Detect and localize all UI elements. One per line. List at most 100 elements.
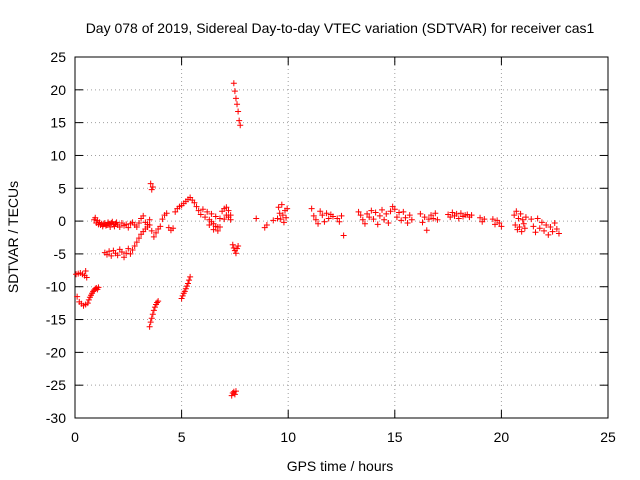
data-point <box>195 207 202 214</box>
data-point <box>193 203 200 210</box>
y-tick-label: 25 <box>50 49 66 65</box>
y-tick-label: 20 <box>50 82 66 98</box>
data-point <box>235 108 242 115</box>
data-point <box>199 206 206 213</box>
data-point <box>425 216 432 223</box>
data-point <box>127 250 134 257</box>
plot-frame <box>74 56 609 419</box>
data-point <box>336 218 343 225</box>
data-point <box>83 274 90 281</box>
data-point <box>114 252 121 259</box>
data-point <box>113 219 120 226</box>
data-point <box>404 220 411 227</box>
data-point <box>210 226 217 233</box>
data-point <box>530 223 537 230</box>
chart-title: Day 078 of 2019, Sidereal Day-to-day VTE… <box>86 20 595 36</box>
data-point <box>453 210 460 217</box>
data-point <box>151 304 158 311</box>
data-point <box>402 214 409 221</box>
data-point <box>340 232 347 239</box>
data-point <box>432 210 439 217</box>
data-point <box>197 211 204 218</box>
data-point <box>230 245 237 252</box>
data-point <box>317 208 324 215</box>
data-point <box>551 220 558 227</box>
data-point <box>123 250 130 257</box>
data-point <box>519 216 526 223</box>
data-point <box>421 214 428 221</box>
data-point <box>237 122 244 129</box>
data-point <box>216 223 223 230</box>
data-point <box>149 311 156 318</box>
data-point <box>284 205 291 212</box>
data-point <box>338 212 345 219</box>
data-point <box>308 205 315 212</box>
data-point <box>183 283 190 290</box>
data-point <box>123 221 130 228</box>
data-point <box>321 218 328 225</box>
data-point <box>498 223 505 230</box>
data-point <box>109 218 116 225</box>
data-point <box>184 280 191 287</box>
data-point <box>129 246 136 253</box>
data-point <box>106 248 113 255</box>
data-point <box>179 292 186 299</box>
data-point <box>419 219 426 226</box>
data-point <box>212 223 219 230</box>
data-point <box>279 212 286 219</box>
data-point <box>511 212 518 219</box>
data-point <box>518 228 525 235</box>
data-point <box>187 273 194 280</box>
data-point <box>133 239 140 246</box>
data-point <box>150 307 157 314</box>
data-point <box>555 230 562 237</box>
data-point <box>253 215 260 222</box>
data-point <box>133 223 140 230</box>
data-point <box>543 222 550 229</box>
data-point <box>455 215 462 222</box>
data-point <box>366 214 373 221</box>
axis-ticks: -30 -25 -20 -15 -10 -5 0 5 10 15 20 25 0 5 10 15 20 25 <box>46 49 616 445</box>
data-point <box>329 213 336 220</box>
data-point <box>396 209 403 216</box>
data-point <box>212 213 219 220</box>
data-point <box>325 215 332 222</box>
data-point <box>111 223 118 230</box>
data-point <box>102 222 109 229</box>
x-tick-label: 15 <box>387 429 403 445</box>
data-point <box>496 220 503 227</box>
data-point <box>121 254 128 261</box>
data-point <box>364 210 371 217</box>
data-point <box>359 216 366 223</box>
data-point <box>159 216 166 223</box>
data-point <box>231 391 238 398</box>
y-tick-label: 5 <box>58 180 66 196</box>
data-point <box>374 221 381 228</box>
data-point <box>116 223 123 230</box>
y-tick-label: 0 <box>58 213 66 229</box>
y-tick-label: -25 <box>46 377 66 393</box>
data-point <box>521 225 528 232</box>
data-point <box>536 225 543 232</box>
data-point <box>468 212 475 219</box>
data-point <box>153 229 160 236</box>
data-point <box>275 204 282 211</box>
data-point <box>82 267 89 274</box>
data-point <box>361 220 368 227</box>
y-tick-label: -20 <box>46 344 66 360</box>
data-point <box>148 315 155 322</box>
data-point <box>146 222 153 229</box>
data-point <box>149 183 156 190</box>
data-point <box>319 212 326 219</box>
data-point <box>517 210 524 217</box>
data-point <box>515 215 522 222</box>
data-point <box>148 186 155 193</box>
data-point <box>230 80 237 87</box>
data-point <box>370 216 377 223</box>
data-point <box>310 212 317 219</box>
data-point <box>178 295 185 302</box>
grid <box>75 57 608 418</box>
data-point <box>155 298 162 305</box>
data-point <box>283 214 290 221</box>
data-point <box>545 231 552 238</box>
